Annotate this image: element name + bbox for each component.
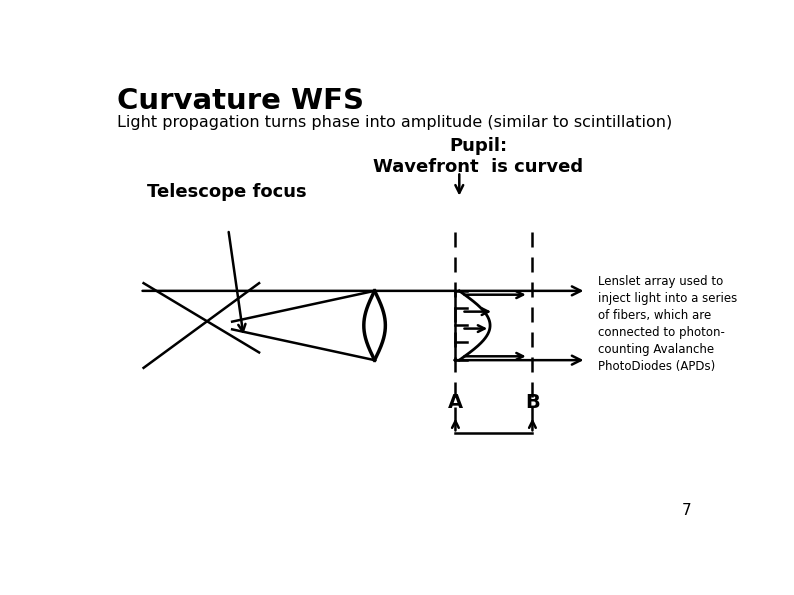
Text: B: B [525, 393, 540, 412]
Text: Lenslet array used to
inject light into a series
of fibers, which are
connected : Lenslet array used to inject light into … [598, 275, 737, 374]
Text: Pupil:
Wavefront  is curved: Pupil: Wavefront is curved [373, 137, 584, 176]
Text: Telescope focus: Telescope focus [148, 183, 307, 201]
Text: 7: 7 [681, 503, 692, 518]
Text: A: A [448, 393, 463, 412]
Text: Light propagation turns phase into amplitude (similar to scintillation): Light propagation turns phase into ampli… [117, 115, 672, 130]
Text: Curvature WFS: Curvature WFS [117, 87, 364, 115]
